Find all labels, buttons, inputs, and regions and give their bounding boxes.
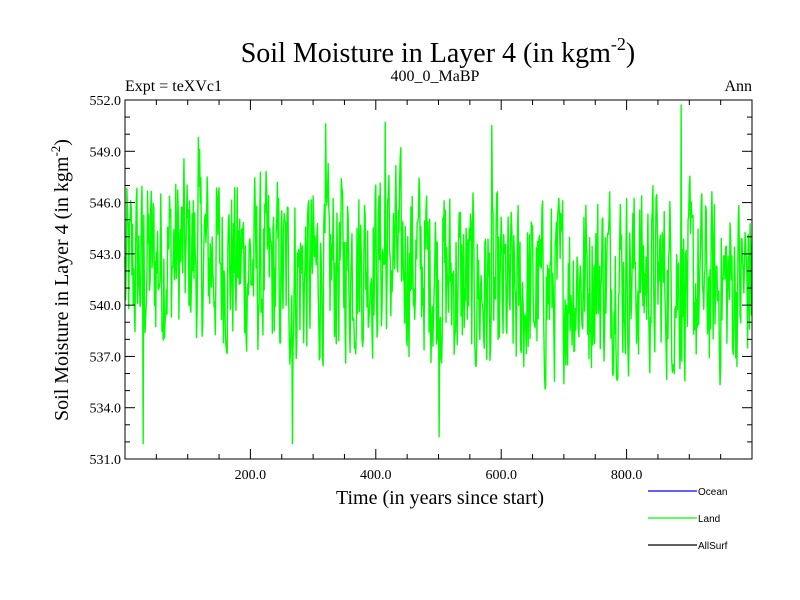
y-axis-label: Soil Moisture in Layer 4 (in kgm-2) [48,139,73,421]
x-tick-label: 400.0 [360,468,392,483]
season-label: Ann [724,78,752,95]
y-tick-label: 552.0 [90,94,122,109]
y-tick-label: 534.0 [90,402,122,417]
series-line-land [124,104,753,445]
legend-label-land: Land [698,514,720,525]
y-tick-label: 537.0 [90,350,122,365]
y-tick-label: 543.0 [90,248,122,263]
x-axis-label: Time (in years since start) [336,487,544,509]
period-label: 400_0_MaBP [391,68,480,85]
y-tick-label: 546.0 [90,197,122,212]
chart-title: Soil Moisture in Layer 4 (in kgm-2) [241,34,636,69]
x-tick-label: 600.0 [485,468,517,483]
x-tick-label: 200.0 [235,468,267,483]
experiment-label: Expt = teXVc1 [125,78,222,95]
legend: Ocean Land AllSurf [648,487,728,552]
y-tick-label: 540.0 [90,299,122,314]
y-tick-label: 549.0 [90,145,122,160]
x-tick-label: 800.0 [611,468,643,483]
legend-label-allsurf: AllSurf [698,541,728,552]
y-tick-label: 531.0 [90,453,122,468]
legend-label-ocean: Ocean [698,487,727,498]
plot-area: 531.0 534.0 537.0 540.0 543.0 546.0 549.0 552.0… [90,94,753,483]
